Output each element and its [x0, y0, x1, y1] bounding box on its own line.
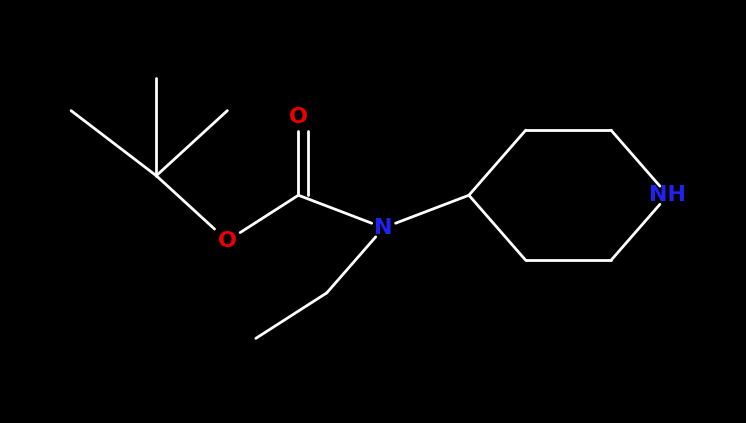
Text: NH: NH	[649, 185, 686, 205]
Text: O: O	[289, 107, 308, 127]
Text: N: N	[374, 218, 393, 238]
Text: O: O	[218, 231, 236, 251]
